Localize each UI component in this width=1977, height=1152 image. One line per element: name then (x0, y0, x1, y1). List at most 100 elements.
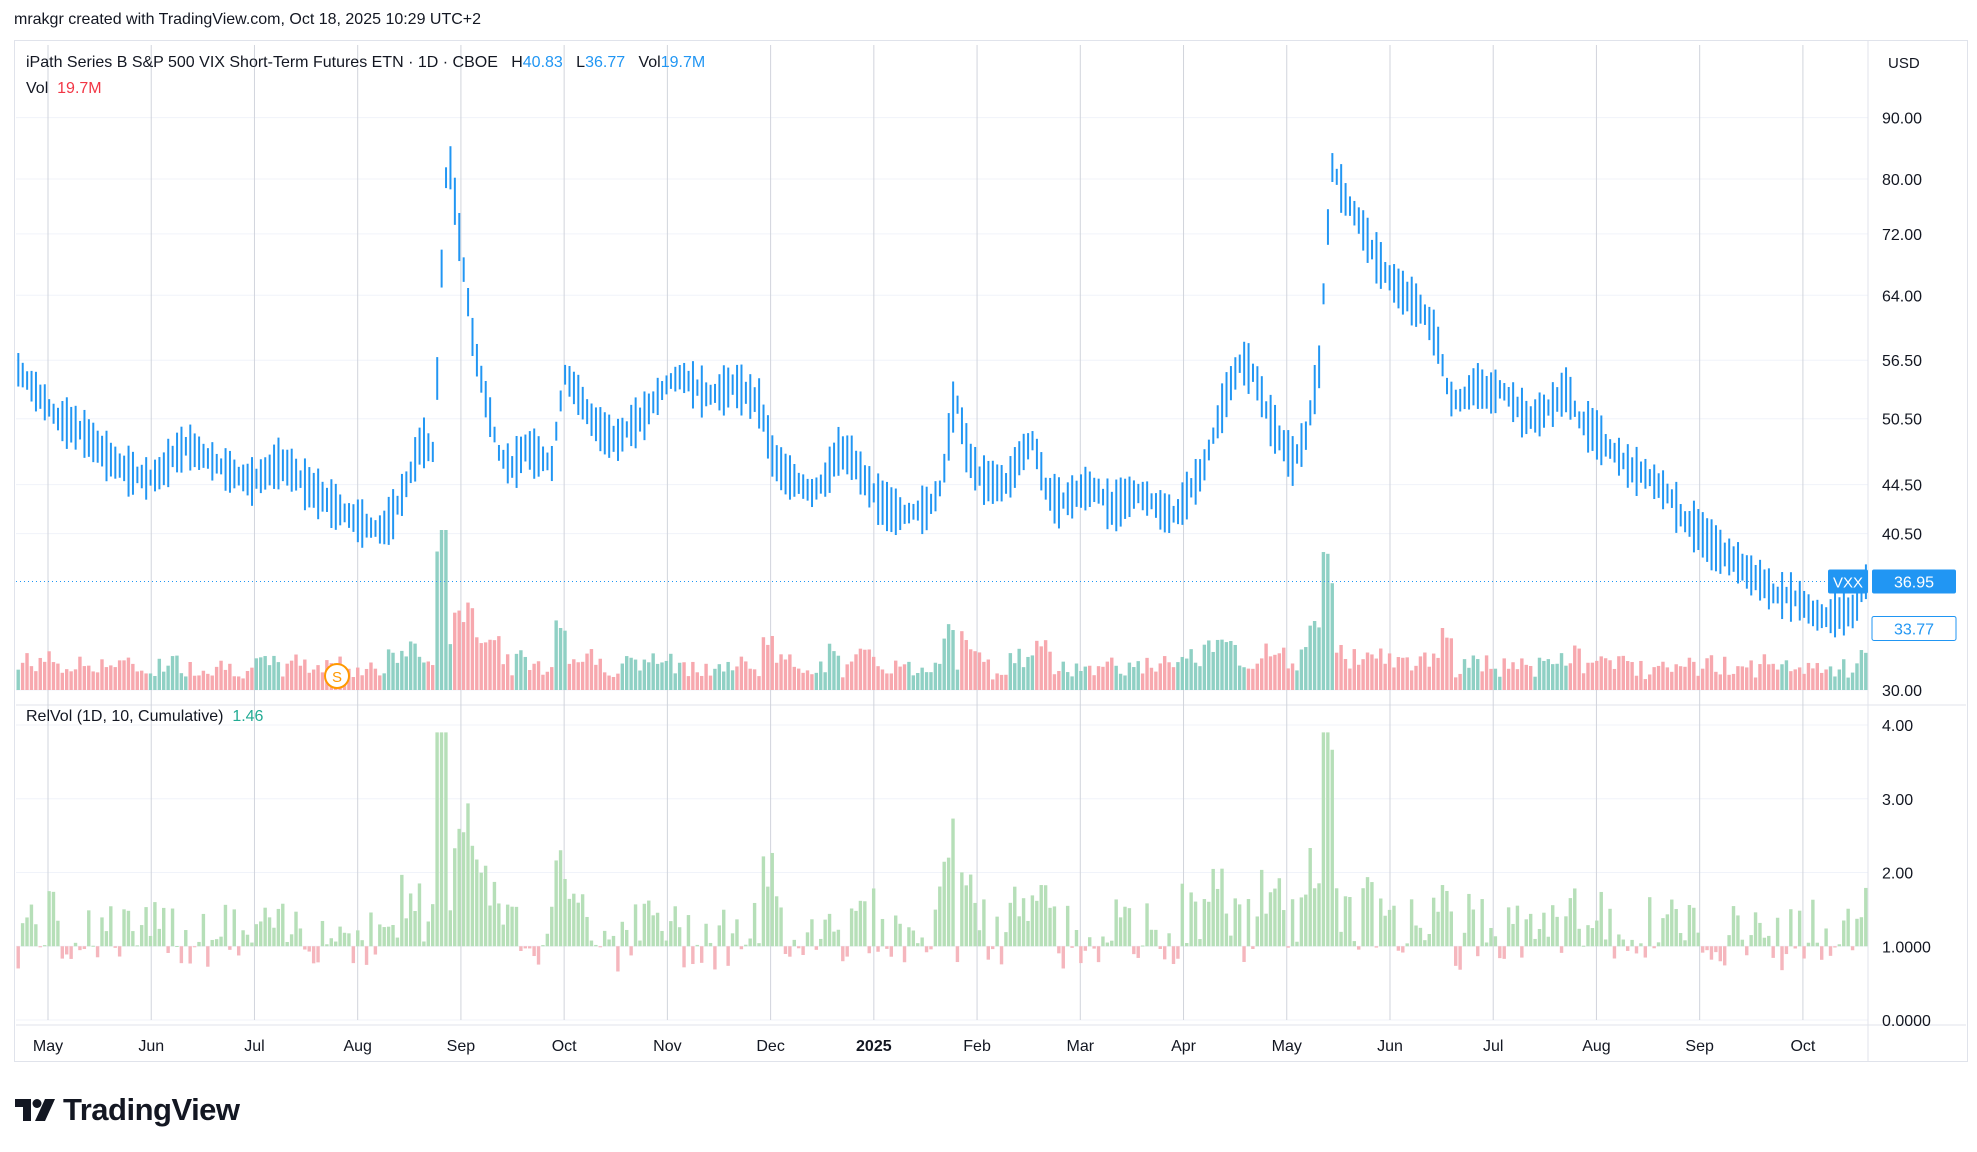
volume-bar (973, 651, 977, 690)
relvol-bar (267, 917, 272, 947)
relvol-bar (1167, 933, 1171, 947)
volume-bar (964, 640, 968, 690)
price-bar (815, 477, 818, 500)
relvol-bar (1674, 909, 1678, 947)
volume-bar (1603, 658, 1608, 690)
price-bar (1494, 369, 1497, 414)
price-bar (1851, 594, 1854, 629)
tradingview-logo[interactable]: TradingView (15, 1092, 240, 1128)
relvol-bar (1259, 869, 1264, 947)
volume-bar (902, 664, 907, 690)
volume-bar (682, 662, 686, 690)
relvol-bar (25, 917, 29, 947)
volume-bar (1577, 648, 1581, 690)
volume-bars (16, 530, 1868, 690)
relvol-bar (1551, 905, 1555, 947)
price-bar (1662, 470, 1665, 510)
relvol-bar (863, 901, 867, 947)
volume-bar (1423, 652, 1427, 690)
price-bar (1838, 597, 1841, 629)
relvol-bar (1864, 887, 1868, 947)
currency-label[interactable]: USD (1888, 55, 1920, 72)
price-bar (740, 364, 743, 416)
price-bar (1463, 386, 1466, 410)
relvol-bar (1806, 942, 1811, 947)
price-bar (947, 413, 950, 461)
relvol-bar (162, 907, 166, 947)
volume-bar (920, 667, 924, 690)
price-bar (987, 460, 990, 502)
volume-bar (1348, 668, 1352, 690)
price-bar (87, 419, 90, 457)
relvol-bar (964, 885, 968, 947)
relvol-bar (805, 932, 810, 947)
price-bar (396, 495, 399, 515)
relvol-tick-label: 3.00 (1882, 792, 1913, 809)
volume-bar (289, 660, 294, 690)
split-marker-circle[interactable] (324, 663, 350, 689)
relvol-bar (783, 946, 788, 955)
relvol-bar (519, 946, 523, 951)
relvol-bar (766, 886, 770, 947)
price-bar (515, 435, 518, 488)
relvol-bar (1599, 891, 1603, 947)
price-bar (48, 399, 51, 417)
relvol-bar (1277, 878, 1282, 947)
relvol-bar (1171, 946, 1176, 965)
relvol-bar (1731, 906, 1736, 947)
price-bar (511, 456, 514, 478)
relvol-bar (1295, 941, 1299, 947)
relvol-bar (1700, 946, 1705, 953)
relvol-bar (1846, 908, 1850, 947)
price-bar (264, 457, 267, 490)
price-bar (65, 397, 68, 449)
relvol-bar (1524, 919, 1528, 947)
volume-bar (1162, 656, 1167, 690)
price-bar (727, 367, 730, 408)
price-bar (797, 472, 800, 494)
relvol-bar (1348, 897, 1352, 947)
relvol-bar (395, 937, 400, 947)
price-bar (669, 373, 672, 389)
price-bar (96, 430, 99, 463)
volume-bar (153, 675, 157, 690)
relvol-bar (1595, 920, 1599, 947)
price-bar (1040, 452, 1043, 491)
volume-bar (942, 638, 946, 690)
price-bar (1644, 458, 1647, 489)
volume-bar (1101, 666, 1105, 690)
price-bar (833, 442, 836, 477)
price-bar (1362, 210, 1365, 251)
volume-bar (25, 653, 29, 690)
price-bar (467, 288, 470, 317)
relvol-bar (708, 942, 713, 947)
relvol-bar (1339, 931, 1343, 947)
chart-frame[interactable] (14, 40, 1968, 1062)
relvol-bar (1074, 929, 1079, 947)
relvol-bar (1718, 946, 1722, 962)
price-bar (317, 468, 320, 520)
price-bar (925, 486, 928, 531)
price-bar (286, 449, 289, 486)
price-bar (1110, 491, 1113, 525)
volume-bar (197, 675, 201, 690)
volume-bar (1127, 662, 1132, 690)
volume-bar (1339, 644, 1343, 690)
volume-bar (1745, 667, 1749, 690)
relvol-bar (845, 946, 849, 957)
volume-bar (395, 662, 400, 690)
volume-bar (885, 673, 889, 690)
volume-bar (735, 666, 739, 690)
price-bar (484, 380, 487, 418)
relvol-bar (999, 946, 1004, 965)
price-bar (1278, 425, 1281, 451)
tradingview-logo-icon (15, 1099, 55, 1121)
grid-lines (16, 40, 1966, 1062)
relvol-bar (660, 930, 664, 947)
relvol-bar (1819, 946, 1824, 960)
relvol-bar (1387, 909, 1392, 947)
relvol-bar (1828, 946, 1833, 956)
relvol-bar (1621, 939, 1625, 947)
price-bar (1251, 363, 1254, 382)
